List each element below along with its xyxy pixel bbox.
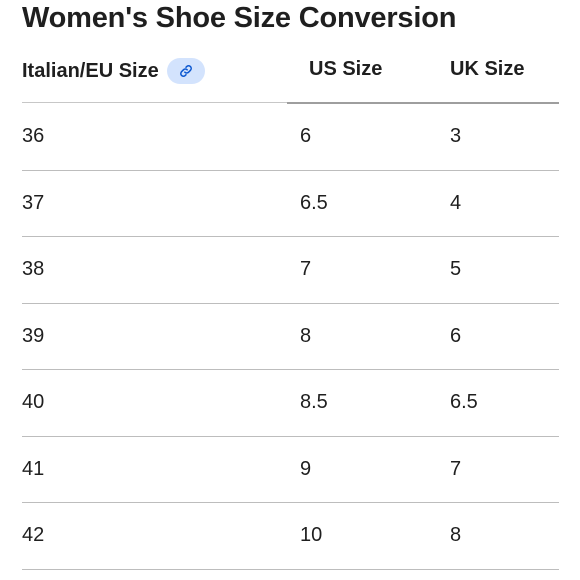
header-divider	[22, 102, 559, 104]
table-row: 42 10 8	[22, 503, 559, 570]
cell-eu-size: 37	[22, 191, 45, 214]
table-header-row: Italian/EU Size US Size UK Size	[22, 50, 559, 104]
cell-uk-size: 8	[450, 524, 462, 546]
cell-eu-size: 39	[22, 324, 45, 347]
size-conversion-table: Italian/EU Size US Size UK Size 36 6 3 37 6.…	[22, 50, 559, 570]
page-title: Women's Shoe Size Conversion	[22, 2, 457, 34]
cell-uk-size: 3	[450, 125, 462, 147]
link-icon	[179, 65, 192, 77]
cell-us-size: 6	[300, 125, 312, 147]
cell-uk-size: 5	[450, 258, 462, 280]
cell-eu-size: 42	[22, 524, 45, 546]
cell-eu-size: 38	[22, 258, 45, 280]
cell-uk-size: 6	[450, 324, 462, 347]
cell-eu-size: 40	[22, 391, 45, 413]
cell-uk-size: 6.5	[450, 391, 478, 413]
cell-us-size: 6.5	[300, 191, 328, 214]
cell-us-size: 10	[300, 524, 323, 546]
cell-us-size: 8	[300, 324, 312, 347]
table-row: 37 6.5 4	[22, 171, 559, 237]
cell-eu-size: 41	[22, 457, 45, 480]
cell-uk-size: 4	[450, 191, 462, 214]
cell-uk-size: 7	[450, 457, 462, 480]
table-row: 36 6 3	[22, 104, 559, 171]
column-header-uk: UK Size	[450, 58, 525, 80]
table-body: 36 6 3 37 6.5 4 38 7 5 39 8 6 40 8.5 6.5 41 9 7 42 10 8	[22, 104, 559, 570]
cell-eu-size: 36	[22, 125, 45, 147]
table-row: 39 8 6	[22, 304, 559, 370]
cell-us-size: 7	[300, 258, 312, 280]
cell-us-size: 8.5	[300, 391, 328, 413]
table-row: 38 7 5	[22, 237, 559, 304]
column-header-us: US Size	[309, 58, 383, 80]
cell-us-size: 9	[300, 457, 312, 480]
copy-link-button[interactable]	[166, 58, 205, 84]
table-row: 41 9 7	[22, 437, 559, 503]
column-header-eu: Italian/EU Size	[22, 58, 205, 84]
column-header-eu-label: Italian/EU Size	[22, 59, 159, 82]
table-row: 40 8.5 6.5	[22, 370, 559, 437]
